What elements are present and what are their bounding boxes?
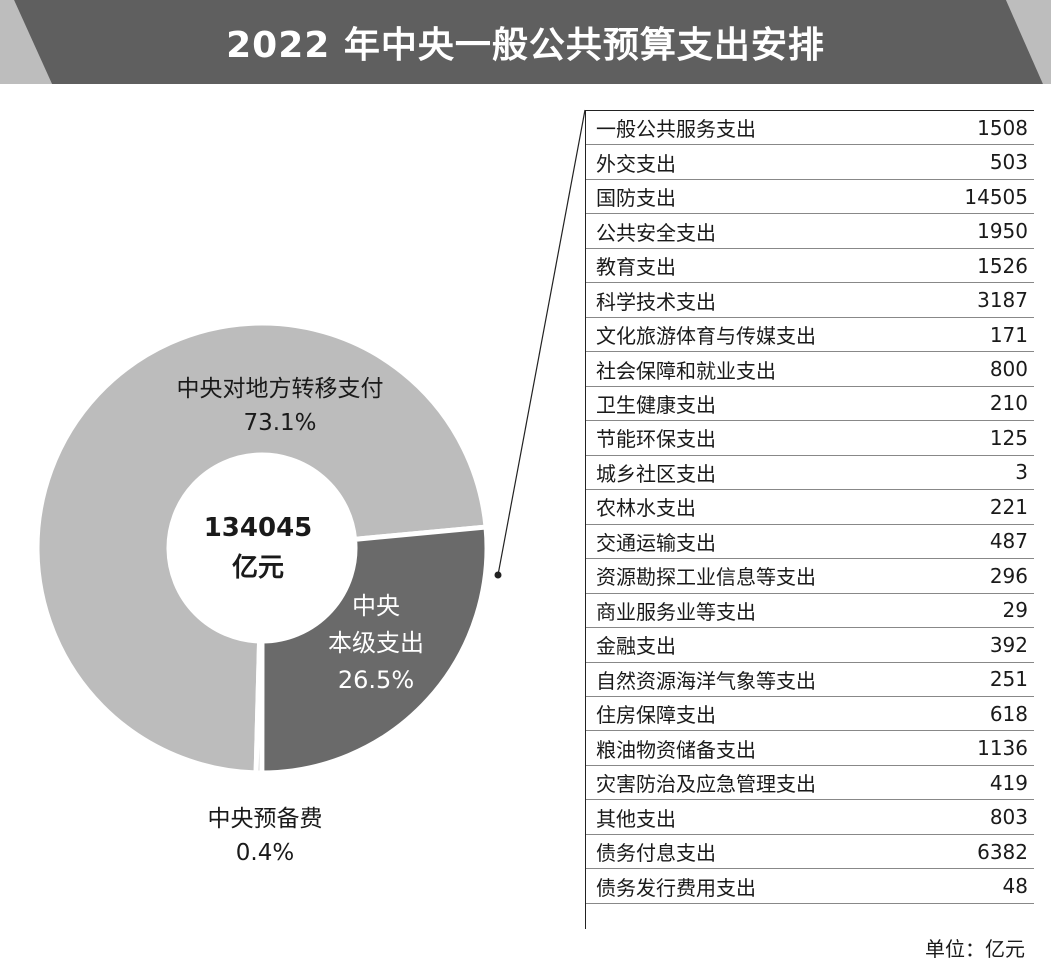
table-row: 粮油物资储备支出 1136 bbox=[586, 731, 1034, 766]
row-item-name: 节能环保支出 bbox=[596, 427, 716, 452]
pie-slice-central bbox=[259, 524, 490, 776]
slice-percent: 0.4% bbox=[235, 840, 295, 866]
table-row: 一般公共服务支出 1508 bbox=[586, 111, 1034, 146]
row-item-name: 自然资源海洋气象等支出 bbox=[596, 668, 816, 693]
banner-right-edge bbox=[1006, 0, 1051, 84]
total-value: 134045 bbox=[203, 513, 313, 543]
table-row: 资源勘探工业信息等支出 296 bbox=[586, 559, 1034, 594]
row-item-value: 618 bbox=[989, 701, 1028, 726]
row-item-value: 210 bbox=[989, 391, 1028, 416]
row-item-name: 交通运输支出 bbox=[596, 530, 716, 555]
title-banner bbox=[0, 0, 1051, 84]
row-item-value: 1526 bbox=[977, 253, 1028, 278]
row-item-name: 其他支出 bbox=[596, 806, 676, 831]
slice-label-transfer: 中央对地方转移支付 73.1% bbox=[135, 372, 425, 440]
table-row: 商业服务业等支出 29 bbox=[586, 594, 1034, 629]
row-item-value: 48 bbox=[1002, 874, 1028, 899]
row-item-value: 392 bbox=[989, 632, 1028, 657]
row-item-name: 灾害防治及应急管理支出 bbox=[596, 772, 816, 797]
row-item-name: 农林水支出 bbox=[596, 496, 696, 521]
row-item-name: 外交支出 bbox=[596, 151, 676, 176]
donut-center-total: 134045 亿元 bbox=[173, 508, 343, 588]
slice-name-line1: 中央 bbox=[352, 592, 400, 620]
table-row: 教育支出 1526 bbox=[586, 249, 1034, 284]
row-item-value: 3 bbox=[1015, 460, 1028, 485]
row-item-value: 171 bbox=[989, 322, 1028, 347]
leader-line bbox=[497, 109, 586, 576]
row-item-value: 503 bbox=[989, 150, 1028, 175]
row-item-value: 1136 bbox=[977, 736, 1028, 761]
row-item-value: 487 bbox=[989, 529, 1028, 554]
row-item-name: 一般公共服务支出 bbox=[596, 117, 756, 142]
row-item-value: 1508 bbox=[977, 115, 1028, 140]
unit-label: 单位：亿元 bbox=[925, 937, 1025, 961]
row-item-name: 资源勘探工业信息等支出 bbox=[596, 565, 816, 590]
slice-percent: 73.1% bbox=[243, 410, 317, 436]
row-item-name: 债务付息支出 bbox=[596, 841, 716, 866]
table-row: 城乡社区支出 3 bbox=[586, 456, 1034, 491]
table-row: 债务发行费用支出 48 bbox=[586, 869, 1034, 904]
row-item-value: 800 bbox=[989, 357, 1028, 382]
row-item-value: 419 bbox=[989, 770, 1028, 795]
row-item-name: 城乡社区支出 bbox=[596, 461, 716, 486]
table-row: 住房保障支出 618 bbox=[586, 697, 1034, 732]
row-item-value: 296 bbox=[989, 563, 1028, 588]
row-item-name: 国防支出 bbox=[596, 186, 676, 211]
row-item-name: 住房保障支出 bbox=[596, 703, 716, 728]
row-item-value: 14505 bbox=[964, 184, 1028, 209]
banner-left-edge bbox=[0, 0, 52, 84]
table-row: 国防支出 14505 bbox=[586, 180, 1034, 215]
table-row: 其他支出 803 bbox=[586, 800, 1034, 835]
row-item-value: 6382 bbox=[977, 839, 1028, 864]
table-row: 自然资源海洋气象等支出 251 bbox=[586, 663, 1034, 697]
leader-dot bbox=[494, 571, 502, 579]
row-item-name: 商业服务业等支出 bbox=[596, 599, 756, 624]
total-unit: 亿元 bbox=[231, 553, 284, 583]
row-item-value: 3187 bbox=[977, 288, 1028, 313]
slice-name-line2: 本级支出 bbox=[328, 629, 424, 657]
row-item-value: 251 bbox=[989, 667, 1028, 692]
expenditure-table: 一般公共服务支出 1508 外交支出 503 国防支出 14505 公共安全支出 1950 教育… bbox=[585, 110, 1034, 929]
row-item-name: 公共安全支出 bbox=[596, 220, 716, 245]
banner-body bbox=[14, 0, 1043, 84]
table-row: 农林水支出 221 bbox=[586, 490, 1034, 525]
row-item-value: 29 bbox=[1002, 598, 1028, 623]
chart-title: 2022 年中央一般公共预算支出安排 bbox=[226, 25, 825, 66]
pie-slice-transfer bbox=[34, 320, 489, 776]
row-item-name: 粮油物资储备支出 bbox=[596, 737, 756, 762]
row-item-value: 221 bbox=[989, 494, 1028, 519]
row-item-name: 科学技术支出 bbox=[596, 289, 716, 314]
row-item-name: 金融支出 bbox=[596, 634, 676, 659]
table-row: 灾害防治及应急管理支出 419 bbox=[586, 766, 1034, 801]
row-item-name: 文化旅游体育与传媒支出 bbox=[596, 324, 816, 349]
pie-slice-reserve bbox=[253, 638, 265, 776]
row-item-value: 1950 bbox=[977, 219, 1028, 244]
table-row: 交通运输支出 487 bbox=[586, 525, 1034, 560]
table-row: 文化旅游体育与传媒支出 171 bbox=[586, 318, 1034, 353]
table-row: 金融支出 392 bbox=[586, 628, 1034, 663]
table-row: 外交支出 503 bbox=[586, 145, 1034, 180]
row-item-name: 债务发行费用支出 bbox=[596, 875, 756, 900]
table-row: 节能环保支出 125 bbox=[586, 421, 1034, 456]
slice-label-central: 中央 本级支出 26.5% bbox=[306, 588, 446, 699]
slice-name: 中央预备费 bbox=[207, 806, 323, 832]
table-row: 卫生健康支出 210 bbox=[586, 387, 1034, 422]
row-item-value: 125 bbox=[989, 425, 1028, 450]
table-row: 科学技术支出 3187 bbox=[586, 283, 1034, 318]
slice-name: 中央对地方转移支付 bbox=[176, 376, 384, 402]
table-row: 债务付息支出 6382 bbox=[586, 835, 1034, 870]
slice-label-reserve: 中央预备费 0.4% bbox=[170, 802, 360, 870]
row-item-value: 803 bbox=[989, 805, 1028, 830]
row-item-name: 社会保障和就业支出 bbox=[596, 358, 776, 383]
row-item-name: 卫生健康支出 bbox=[596, 392, 716, 417]
row-item-name: 教育支出 bbox=[596, 255, 676, 280]
slice-percent: 26.5% bbox=[337, 666, 415, 694]
table-row: 社会保障和就业支出 800 bbox=[586, 352, 1034, 387]
table-row: 公共安全支出 1950 bbox=[586, 214, 1034, 249]
